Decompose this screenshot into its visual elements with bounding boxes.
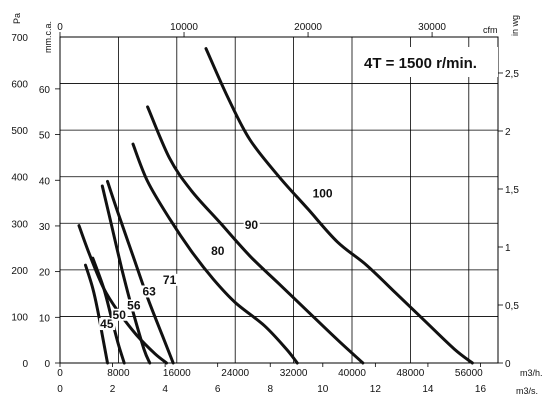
y-left2-tick-label: 50 — [39, 131, 51, 142]
x-bottom-tick-label: 0 — [57, 368, 63, 379]
y-left-tick-label: 700 — [11, 33, 28, 44]
x-bottom2-tick-label: 14 — [422, 384, 434, 395]
x-top-tick-label: 10000 — [170, 22, 198, 33]
y-left-tick-label: 600 — [11, 80, 28, 91]
x-bottom2-tick-label: 4 — [162, 384, 168, 395]
x-bottom2-tick-label: 10 — [317, 384, 329, 395]
x-top-tick-label: 20000 — [294, 22, 322, 33]
x-bottom2-tick-label: 16 — [475, 384, 487, 395]
curve-label-bg — [210, 244, 227, 257]
curve-label-bg — [99, 318, 116, 331]
x-bottom-tick-label: 16000 — [163, 368, 191, 379]
y-left-tick-label: 300 — [11, 219, 28, 230]
axes: 0100200300400500600700010203040506000,51… — [11, 22, 519, 395]
y-left2-tick-label: 20 — [39, 268, 51, 279]
plot-frame — [59, 36, 499, 364]
curve-label-bg — [161, 273, 178, 286]
x-bottom-tick-label: 8000 — [107, 368, 130, 379]
x-bottom2-unit: m3/s. — [516, 386, 538, 396]
y-right-unit: in wg — [510, 15, 520, 36]
y-left-tick-label: 100 — [11, 312, 28, 323]
x-bottom2-tick-label: 2 — [110, 384, 116, 395]
curve-label-bg — [126, 299, 143, 312]
x-bottom2-tick-label: 6 — [215, 384, 221, 395]
title-box: 4T = 1500 r/min. — [360, 47, 498, 77]
curve-label-bg — [243, 218, 260, 231]
curve-label-100: 100 — [313, 187, 333, 201]
curve-label-80: 80 — [211, 244, 225, 258]
x-bottom-unit: m3/h. — [520, 368, 543, 378]
x-bottom-tick-label: 56000 — [455, 368, 483, 379]
x-bottom2-tick-label: 0 — [57, 384, 63, 395]
y-left2-tick-label: 30 — [39, 222, 51, 233]
x-bottom-tick-label: 24000 — [221, 368, 249, 379]
curve-label-71: 71 — [163, 273, 177, 287]
curve-label-50: 50 — [113, 308, 127, 322]
curve-label-63: 63 — [142, 284, 156, 298]
y-right-tick-label: 0,5 — [505, 301, 519, 312]
curve-90 — [146, 105, 365, 365]
curve-series — [77, 47, 474, 365]
curve-label-bg — [141, 285, 158, 298]
x-bottom2-tick-label: 12 — [370, 384, 382, 395]
y-right-tick-label: 1,5 — [505, 185, 519, 196]
x-top-unit: cfm — [483, 25, 498, 35]
curve-56 — [100, 184, 152, 365]
y-left2-tick-label: 60 — [39, 85, 51, 96]
chart-title: 4T = 1500 r/min. — [364, 55, 477, 72]
y-right-tick-label: 0 — [505, 359, 511, 370]
x-top-tick-label: 0 — [57, 22, 63, 33]
curve-label-56: 56 — [127, 298, 141, 312]
curve-100 — [204, 47, 474, 365]
y-right-tick-label: 2 — [505, 127, 511, 138]
curve-63 — [106, 179, 175, 365]
y-left-unit-pa: Pa — [12, 13, 22, 24]
x-bottom-tick-label: 40000 — [338, 368, 366, 379]
x-bottom-tick-label: 32000 — [280, 368, 308, 379]
curve-80 — [131, 142, 299, 365]
curve-label-bg — [311, 187, 335, 200]
x-bottom2-tick-label: 8 — [267, 384, 273, 395]
y-left-tick-label: 400 — [11, 173, 28, 184]
curve-45 — [84, 263, 109, 365]
curve-label-bg — [111, 308, 128, 321]
y-left2-unit: mm.c.a. — [43, 21, 53, 53]
y-left2-tick-label: 10 — [39, 313, 51, 324]
y-left-tick-label: 500 — [11, 126, 28, 137]
y-left2-tick-label: 40 — [39, 176, 51, 187]
x-top-tick-label: 30000 — [418, 22, 446, 33]
y-left-tick-label: 200 — [11, 266, 28, 277]
y-left2-tick-label: 0 — [44, 359, 50, 370]
y-left-tick-label: 0 — [22, 359, 28, 370]
x-bottom-tick-label: 48000 — [396, 368, 424, 379]
curve-label-90: 90 — [245, 218, 259, 232]
y-right-tick-label: 2,5 — [505, 69, 519, 80]
curve-label-45: 45 — [100, 317, 114, 331]
grid-lines — [59, 36, 499, 364]
y-right-tick-label: 1 — [505, 243, 511, 254]
